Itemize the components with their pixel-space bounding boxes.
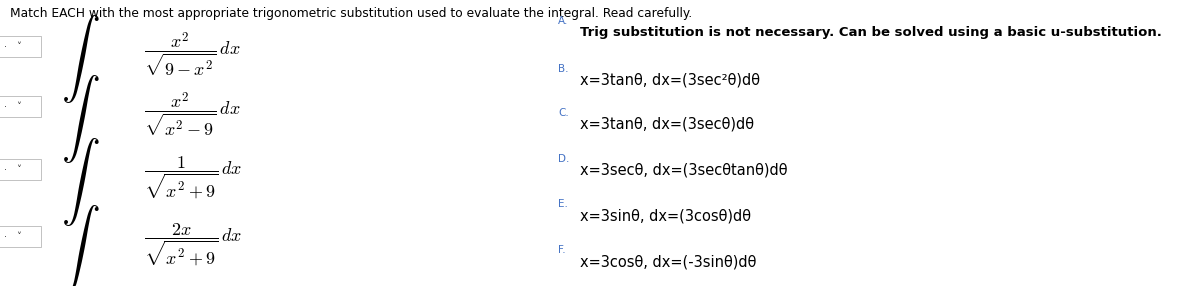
Text: D.: D. <box>558 154 569 164</box>
Text: x=3tanθ, dx=(3sec²θ)dθ: x=3tanθ, dx=(3sec²θ)dθ <box>580 73 760 88</box>
Text: A.: A. <box>558 17 569 26</box>
Text: F.: F. <box>558 245 565 255</box>
Text: x=3sinθ, dx=(3cosθ)dθ: x=3sinθ, dx=(3cosθ)dθ <box>580 208 751 223</box>
Text: ˅: ˅ <box>16 42 20 52</box>
Text: $\int$: $\int$ <box>61 136 100 228</box>
FancyBboxPatch shape <box>0 96 41 117</box>
Text: ˅: ˅ <box>16 165 20 175</box>
Text: C.: C. <box>558 108 569 118</box>
Text: ·: · <box>4 233 7 242</box>
Text: ˅: ˅ <box>16 102 20 112</box>
Text: ·: · <box>4 42 7 52</box>
Text: $\int$: $\int$ <box>61 203 100 286</box>
Text: ·: · <box>4 102 7 112</box>
Text: $\int$: $\int$ <box>61 73 100 165</box>
Text: Trig substitution is not necessary. Can be solved using a basic u-substitution.: Trig substitution is not necessary. Can … <box>580 26 1162 39</box>
Text: E.: E. <box>558 200 568 209</box>
Text: $\dfrac{x^2}{\sqrt{x^2-9}}\,dx$: $\dfrac{x^2}{\sqrt{x^2-9}}\,dx$ <box>144 90 241 139</box>
FancyBboxPatch shape <box>0 36 41 57</box>
Text: ˅: ˅ <box>16 233 20 242</box>
Text: $\int$: $\int$ <box>61 13 100 105</box>
Text: $\dfrac{x^2}{\sqrt{9-x^2}}\,dx$: $\dfrac{x^2}{\sqrt{9-x^2}}\,dx$ <box>144 30 241 79</box>
FancyBboxPatch shape <box>0 159 41 180</box>
Text: ·: · <box>4 165 7 175</box>
FancyBboxPatch shape <box>0 226 41 247</box>
Text: Match EACH with the most appropriate trigonometric substitution used to evaluate: Match EACH with the most appropriate tri… <box>10 7 692 20</box>
Text: $\dfrac{2x}{\sqrt{x^2+9}}\,dx$: $\dfrac{2x}{\sqrt{x^2+9}}\,dx$ <box>144 221 242 268</box>
Text: $\dfrac{1}{\sqrt{x^2+9}}\,dx$: $\dfrac{1}{\sqrt{x^2+9}}\,dx$ <box>144 154 242 201</box>
Text: x=3cosθ, dx=(-3sinθ)dθ: x=3cosθ, dx=(-3sinθ)dθ <box>580 254 756 269</box>
Text: x=3tanθ, dx=(3secθ)dθ: x=3tanθ, dx=(3secθ)dθ <box>580 117 754 132</box>
Text: B.: B. <box>558 64 569 74</box>
Text: x=3secθ, dx=(3secθtanθ)dθ: x=3secθ, dx=(3secθtanθ)dθ <box>580 163 787 178</box>
